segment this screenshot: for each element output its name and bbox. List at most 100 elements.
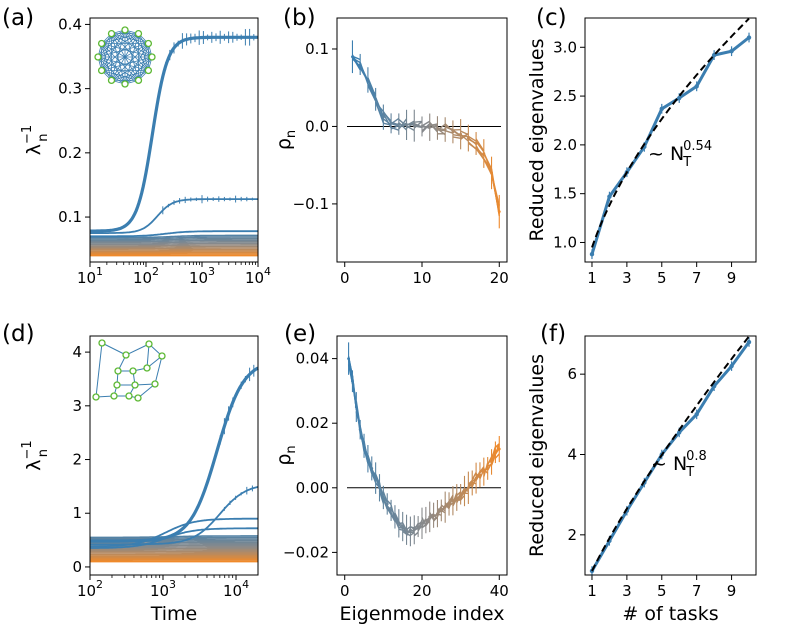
replicate-segment (390, 514, 396, 522)
data-point (677, 95, 682, 101)
mean-point (451, 499, 455, 503)
x-tick-label: 5 (657, 582, 667, 600)
x-axis-label: Eigenmode index (340, 603, 505, 625)
replicate-segment (471, 477, 477, 487)
replicate-segment (460, 133, 469, 142)
replicate-segment (490, 173, 500, 212)
bulk-mode-line (90, 239, 258, 243)
x-tick-label: 104 (223, 578, 249, 600)
fit-annotation: ~ NT0.54 (648, 139, 712, 170)
y-axis-label-sub: n (36, 134, 51, 142)
network-node (107, 29, 116, 38)
panel-4: 0 20 40 0.04 0.02 0.00 −0.02 (283, 350, 509, 600)
network-edge (111, 29, 126, 81)
replicate-segment (359, 432, 365, 445)
network-edge (137, 383, 156, 399)
mean-point (490, 171, 493, 175)
replicate-segment (417, 525, 423, 529)
replicate-segment (382, 111, 392, 124)
data-line (590, 36, 750, 255)
x-tick-label: 40 (490, 582, 509, 600)
x-tick-label: 7 (692, 269, 702, 287)
bulk-mode-line (90, 241, 258, 244)
mean-point (374, 476, 378, 480)
mean-point (459, 132, 463, 136)
y-axis-label: λ−1n (20, 125, 51, 155)
mean-point (370, 467, 374, 470)
axes-frame (89, 17, 259, 263)
mean-point (463, 489, 466, 493)
y-tick-label: 4 (72, 343, 82, 361)
x-tick-label: 3 (622, 269, 632, 287)
x-tick-label: 9 (727, 582, 737, 600)
y-tick-label: 0.1 (305, 40, 329, 58)
axes-frame (336, 17, 508, 263)
mean-point (351, 55, 354, 59)
x-tick-label-base: 10 (223, 582, 242, 600)
network-node (114, 367, 122, 375)
x-tick-label: 20 (490, 269, 509, 287)
mean-point (389, 121, 393, 125)
network-node (148, 53, 156, 61)
fit-annotation-base: ~ N (648, 143, 684, 165)
replicate-segment (475, 145, 485, 160)
y-tick-label: 1.0 (553, 233, 577, 251)
data-point (729, 363, 734, 369)
replicate-segment (487, 463, 492, 467)
mean-point (447, 502, 451, 506)
data-point (694, 412, 699, 417)
bulk-mode-line (90, 547, 258, 550)
y-axis-label-base: λ (23, 144, 45, 155)
x-axis-label: # of tasks (622, 603, 718, 625)
series-group (347, 342, 501, 547)
panel-label: (e) (284, 321, 316, 347)
network-edge (97, 56, 139, 81)
mean-point (416, 525, 420, 528)
mean-point (470, 481, 474, 485)
panel-1: 0 10 20 0.1 0.0 −0.1 (293, 40, 509, 287)
network-node (107, 76, 116, 85)
series-group (351, 40, 501, 229)
data-point (659, 106, 664, 111)
network-node (134, 29, 143, 38)
replicate-segment (460, 494, 466, 501)
bulk-mode-line (90, 536, 258, 540)
network-edge (111, 33, 149, 71)
bulk-mode-line (90, 242, 258, 246)
data-point (694, 84, 699, 89)
bulk-mode-line (90, 234, 258, 239)
replicate-segment (444, 124, 454, 132)
y-axis-label-exp: −1 (20, 440, 35, 459)
y-tick-label: 4 (567, 445, 577, 463)
replicate-segment (436, 506, 442, 518)
network-node (143, 364, 151, 372)
network-node (92, 393, 100, 401)
replicate-segment (355, 412, 361, 427)
x-tick-label: 20 (412, 582, 431, 600)
fit-annotation: ~ NT0.8 (651, 449, 707, 480)
panel-2: 1 3 5 7 9 1.0 1.5 2.0 2.5 3.0 (553, 38, 736, 287)
replicate-segment (494, 453, 500, 459)
x-tick-label: 0 (340, 269, 350, 287)
replicate-segment (367, 84, 377, 102)
network-node (97, 39, 106, 48)
replicate-segment (378, 483, 385, 499)
x-tick-label-base: 10 (77, 269, 96, 287)
series-group (589, 17, 752, 260)
y-tick-label: 0.3 (58, 80, 82, 98)
y-axis-label: ρn (273, 445, 299, 465)
replicate-segment (394, 518, 400, 529)
mean-point (497, 210, 501, 214)
series-group (90, 28, 259, 257)
mean-point (439, 509, 443, 512)
mean-point (347, 357, 350, 361)
replicate-segment (483, 158, 493, 171)
network-node (151, 380, 159, 388)
fit-annotation-sub: T (685, 465, 694, 480)
network-node (121, 80, 129, 88)
network-edge (101, 342, 127, 356)
replicate-segment (444, 130, 454, 134)
network-inset-complete (94, 26, 156, 88)
